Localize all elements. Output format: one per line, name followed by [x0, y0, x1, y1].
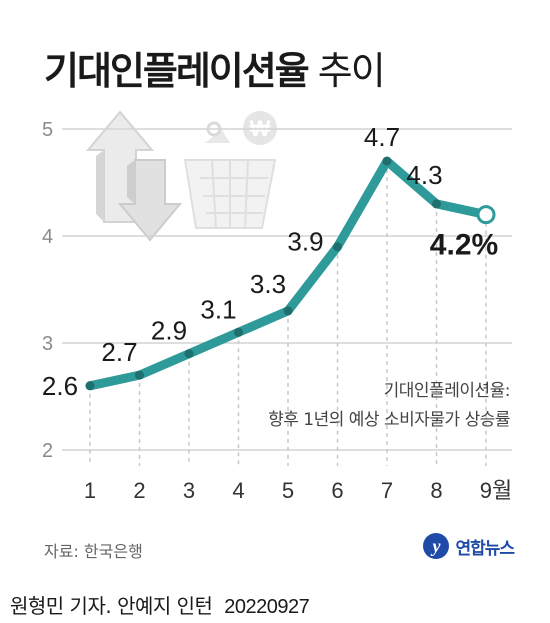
- data-point-last: [476, 205, 496, 225]
- y-tick-label: 3: [42, 333, 53, 355]
- chart-annotation: 기대인플레이션율: 향후 1년의 예상 소비자물가 상승률: [268, 377, 510, 435]
- data-label: 2.6: [42, 371, 78, 401]
- x-guides: [89, 161, 487, 466]
- byline: 원형민 기자. 안예지 인턴 20220927: [10, 590, 310, 619]
- annotation-line-2: 향후 1년의 예상 소비자물가 상승률: [268, 410, 510, 430]
- data-labels: 2.6 2.7 2.9 3.1 3.33.9 4.74.3 4.2%: [42, 122, 498, 401]
- x-tick-label: 4: [232, 478, 244, 503]
- y-tick-label: 5: [42, 119, 53, 141]
- down-arrow-icon: [117, 159, 183, 242]
- data-point: [382, 156, 392, 166]
- annotation-line-1: 기대인플레이션율:: [383, 381, 511, 401]
- data-point: [184, 349, 194, 359]
- x-tick-label: 2: [133, 478, 145, 503]
- x-axis-ticks: 1 2 3 4 5 6 7 8 9월: [84, 478, 512, 503]
- x-tick-label: 3: [183, 478, 195, 503]
- x-tick-label: 1: [84, 478, 96, 503]
- x-tick-label: 6: [331, 478, 343, 503]
- chart-title-suffix: 추이: [317, 49, 386, 93]
- y-tick-label: 2: [42, 440, 53, 462]
- chart-title-main: 기대인플레이션율: [44, 49, 310, 93]
- data-label: 3.9: [287, 227, 323, 257]
- y-axis-ticks: 2 3 4 5: [42, 119, 53, 462]
- data-point: [283, 306, 293, 316]
- x-tick-label: 5: [282, 478, 294, 503]
- data-label: 2.7: [101, 337, 137, 367]
- data-point: [432, 199, 441, 209]
- chart-title: 기대인플레이션율 추이: [44, 40, 386, 95]
- y-tick-label: 4: [42, 226, 53, 248]
- data-label: 3.3: [250, 269, 286, 299]
- shopping-basket-with-updown-arrows-icon: ₩: [85, 110, 277, 242]
- logo-name: 연합뉴스: [455, 538, 515, 559]
- data-points: [85, 156, 496, 391]
- byline-credit: 원형민 기자. 안예지 인턴: [10, 594, 213, 618]
- data-label: 4.3: [406, 160, 442, 190]
- data-label: 4.7: [364, 122, 400, 152]
- source-note: 자료: 한국은행: [44, 542, 143, 561]
- x-tick-label: 8: [430, 478, 442, 503]
- yonhap-logo: y 연합뉴스: [423, 533, 515, 559]
- data-point: [333, 242, 342, 252]
- data-label: 3.1: [200, 294, 236, 324]
- byline-date: 20220927: [224, 596, 310, 618]
- chart-card: 기대인플레이션율 추이 ₩: [41, 40, 515, 561]
- data-point: [85, 381, 95, 391]
- basket-icon: ₩: [183, 111, 277, 229]
- x-tick-label: 9월: [480, 478, 512, 503]
- x-tick-label: 7: [381, 478, 393, 503]
- data-point: [135, 370, 144, 380]
- data-point: [234, 327, 243, 337]
- data-label: 4.2%: [430, 229, 498, 262]
- logo-mark-icon: y: [423, 533, 450, 559]
- data-label: 2.9: [151, 316, 187, 346]
